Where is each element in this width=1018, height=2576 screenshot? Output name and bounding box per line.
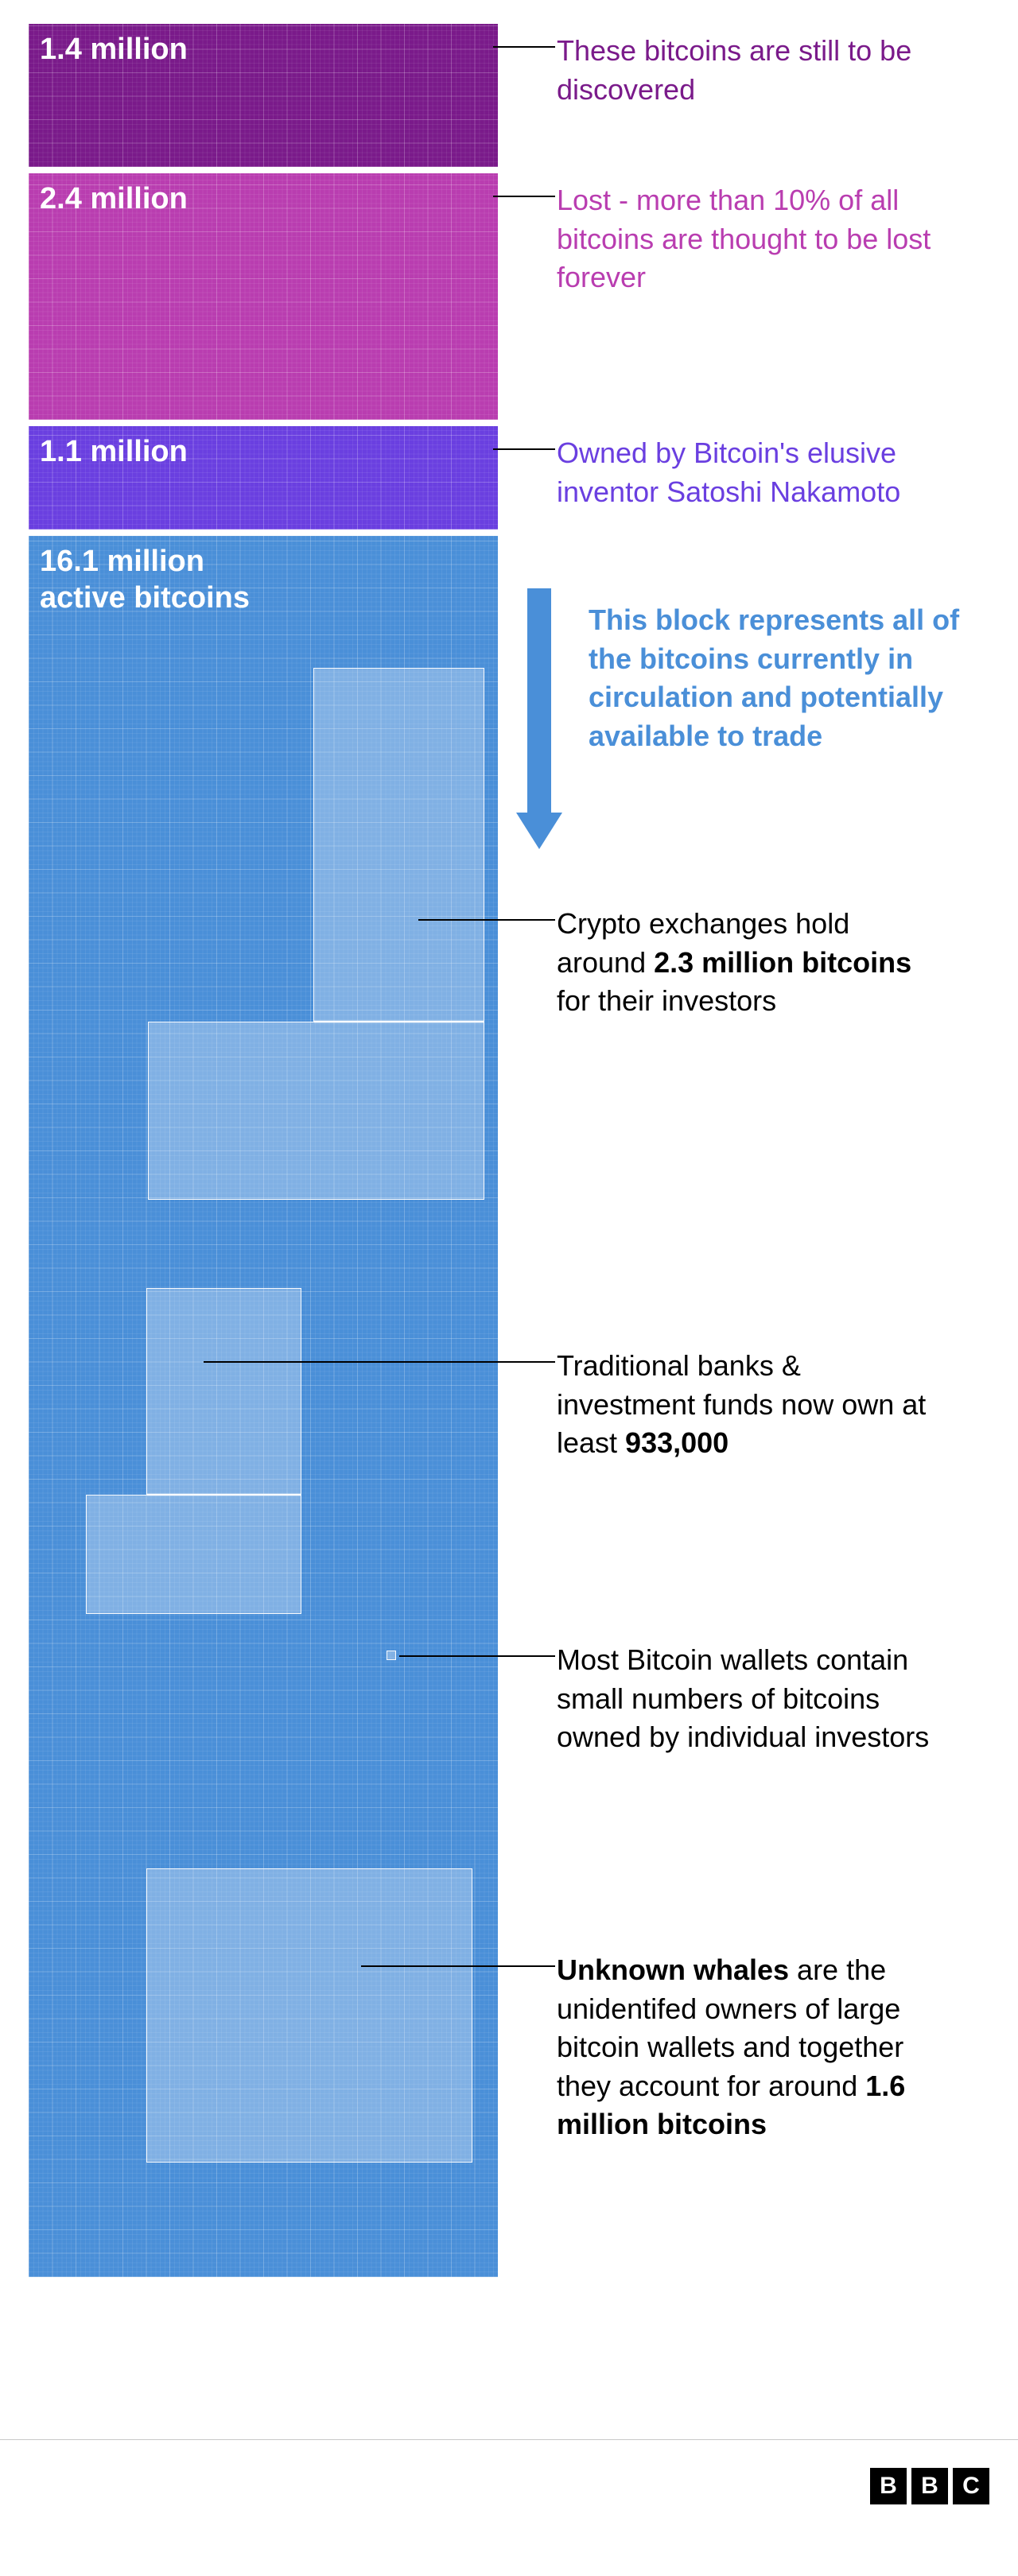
shape-banks xyxy=(146,1288,301,1495)
block-label: 2.4 million xyxy=(40,181,188,218)
bbc-logo-letter: B xyxy=(911,2468,948,2504)
bbc-logo: BBC xyxy=(870,2468,989,2504)
infographic-canvas: 1.4 million These bitcoins are still to b… xyxy=(0,0,1018,2576)
annotation-active: This block represents all of the bitcoin… xyxy=(589,601,970,755)
annotation-banks: Traditional banks & investment funds now… xyxy=(557,1347,938,1463)
annotation-exchanges: Crypto exchanges hold around 2.3 million… xyxy=(557,905,938,1021)
footer-rule xyxy=(0,2439,1018,2440)
callout-line xyxy=(493,46,555,48)
shape-whales xyxy=(146,1868,472,2163)
shape-exchanges xyxy=(313,668,484,1022)
callout-line xyxy=(493,448,555,450)
shape-exchanges xyxy=(148,1022,484,1200)
shape-banks xyxy=(86,1495,301,1614)
block-satoshi: 1.1 million xyxy=(29,426,498,530)
down-arrow-icon xyxy=(516,588,562,849)
block-undiscovered: 1.4 million xyxy=(29,24,498,167)
bbc-logo-letter: C xyxy=(953,2468,989,2504)
block-lost: 2.4 million xyxy=(29,173,498,420)
block-label: 1.1 million xyxy=(40,434,188,471)
bbc-logo-letter: B xyxy=(870,2468,907,2504)
callout-line xyxy=(399,1655,555,1657)
shape-individual_dot xyxy=(387,1651,396,1660)
block-label: 16.1 millionactive bitcoins xyxy=(40,544,250,616)
shape-seam xyxy=(147,1493,301,1496)
annotation-undiscovered: These bitcoins are still to be discovere… xyxy=(557,32,938,109)
block-label: 1.4 million xyxy=(40,32,188,68)
shape-seam xyxy=(314,1020,484,1023)
callout-line xyxy=(493,196,555,197)
annotation-whales: Unknown whales are the unidentifed owner… xyxy=(557,1951,938,2144)
callout-line xyxy=(204,1361,555,1363)
annotation-individual_dot: Most Bitcoin wallets contain small numbe… xyxy=(557,1641,938,1757)
annotation-lost: Lost - more than 10% of all bitcoins are… xyxy=(557,181,938,297)
callout-line xyxy=(361,1965,555,1967)
annotation-satoshi: Owned by Bitcoin's elusive inventor Sato… xyxy=(557,434,938,511)
callout-line xyxy=(418,919,555,921)
